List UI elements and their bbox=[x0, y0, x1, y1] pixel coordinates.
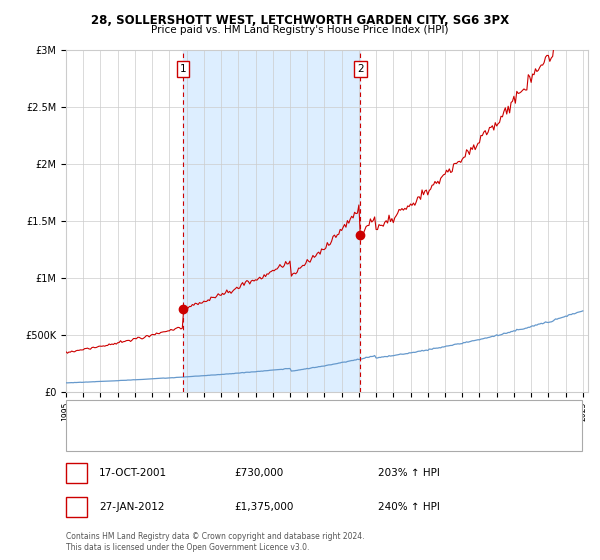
Text: HPI: Average price, detached house, North Hertfordshire: HPI: Average price, detached house, Nort… bbox=[114, 432, 370, 441]
Text: Price paid vs. HM Land Registry's House Price Index (HPI): Price paid vs. HM Land Registry's House … bbox=[151, 25, 449, 35]
Text: 203% ↑ HPI: 203% ↑ HPI bbox=[378, 468, 440, 478]
Bar bbox=[183, 50, 360, 392]
Text: Contains HM Land Registry data © Crown copyright and database right 2024.
This d: Contains HM Land Registry data © Crown c… bbox=[66, 532, 365, 552]
Text: £1,375,000: £1,375,000 bbox=[234, 502, 293, 512]
Text: 1: 1 bbox=[179, 64, 186, 74]
Text: 27-JAN-2012: 27-JAN-2012 bbox=[99, 502, 164, 512]
Text: 2: 2 bbox=[357, 64, 364, 74]
Text: 28, SOLLERSHOTT WEST, LETCHWORTH GARDEN CITY, SG6 3PX (detached house): 28, SOLLERSHOTT WEST, LETCHWORTH GARDEN … bbox=[114, 410, 483, 419]
Text: 17-OCT-2001: 17-OCT-2001 bbox=[99, 468, 167, 478]
Text: 2: 2 bbox=[73, 502, 80, 512]
Text: £730,000: £730,000 bbox=[234, 468, 283, 478]
Text: 240% ↑ HPI: 240% ↑ HPI bbox=[378, 502, 440, 512]
Text: 28, SOLLERSHOTT WEST, LETCHWORTH GARDEN CITY, SG6 3PX: 28, SOLLERSHOTT WEST, LETCHWORTH GARDEN … bbox=[91, 14, 509, 27]
Text: 1: 1 bbox=[73, 468, 80, 478]
